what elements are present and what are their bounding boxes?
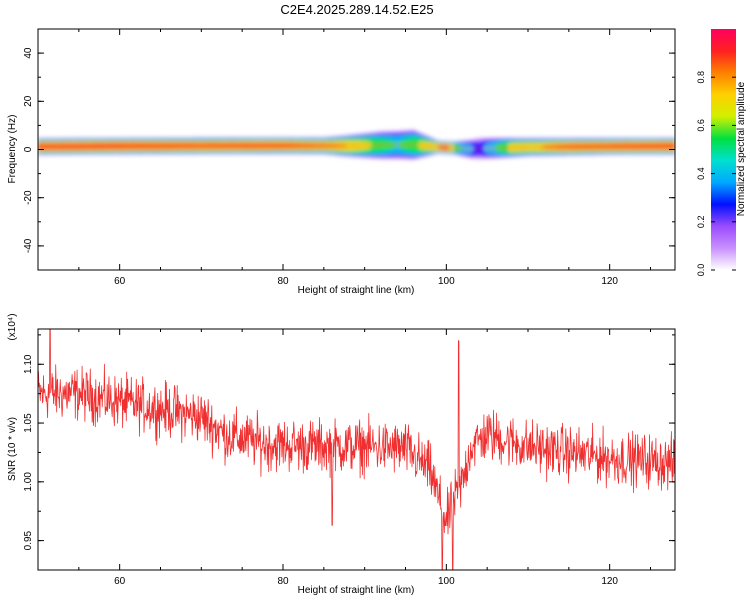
snr-x-axis-label: Height of straight line (km) (298, 585, 415, 596)
x-tick-label: 100 (438, 576, 455, 587)
snr-series-line (38, 329, 675, 570)
snr-frame (37, 328, 676, 571)
spectrogram-panel: 60 80 100 120 -40 -20 0 20 40 Height of straigh… (7, 28, 676, 296)
y-tick-label: 40 (23, 47, 34, 59)
x-tick-label: 80 (277, 276, 289, 287)
y-tick-label: 1.05 (23, 413, 34, 433)
x-tick-label: 80 (277, 576, 289, 587)
colorbar-tick-label: 0.2 (696, 216, 706, 229)
snr-y-axis-label: SNR (10 * v/v) (7, 417, 18, 481)
colorbar-tick-label: 0.0 (696, 264, 706, 277)
colorbar-ticks: 0.0 0.2 0.4 0.6 0.8 (696, 71, 736, 276)
snr-panel: 60 80 100 120 0.95 1.00 1.05 1.10 Height of st… (7, 313, 676, 596)
colorbar-tick-label: 0.4 (696, 167, 706, 180)
snr-y-axis-multiplier: (x10⁴) (7, 313, 18, 340)
spectrogram-y-ticks: -40 -20 0 20 40 (23, 28, 675, 271)
spectrogram-x-axis-label: Height of straight line (km) (298, 285, 415, 296)
spectrogram-band (38, 130, 675, 160)
y-tick-label: 1.10 (23, 354, 34, 374)
colorbar-gradient (711, 29, 736, 270)
y-tick-label: 20 (23, 95, 34, 107)
colorbar-label: Normalized spectral amplitude (736, 81, 747, 216)
figure-title: C2E4.2025.289.14.52.E25 (280, 2, 433, 17)
y-tick-label: 0 (23, 146, 34, 152)
x-tick-label: 120 (601, 276, 618, 287)
colorbar-tick-label: 0.8 (696, 71, 706, 84)
spectrogram-core-line (38, 144, 675, 150)
x-tick-label: 120 (601, 576, 618, 587)
y-tick-label: -40 (23, 238, 34, 253)
y-tick-label: 0.95 (23, 530, 34, 550)
snr-x-ticks: 60 80 100 120 (37, 329, 651, 587)
spectrogram-y-axis-label: Frequency (Hz) (7, 115, 18, 184)
colorbar-tick-label: 0.6 (696, 119, 706, 132)
y-tick-label: -20 (23, 190, 34, 205)
y-tick-label: 1.00 (23, 472, 34, 492)
spectrogram-x-ticks: 60 80 100 120 (37, 29, 651, 287)
snr-y-ticks: 0.95 1.00 1.05 1.10 (23, 334, 675, 571)
colorbar: 0.0 0.2 0.4 0.6 0.8 Normalized spectral ampl… (696, 29, 747, 276)
x-tick-label: 60 (114, 276, 126, 287)
x-tick-label: 60 (114, 576, 126, 587)
x-tick-label: 100 (438, 276, 455, 287)
